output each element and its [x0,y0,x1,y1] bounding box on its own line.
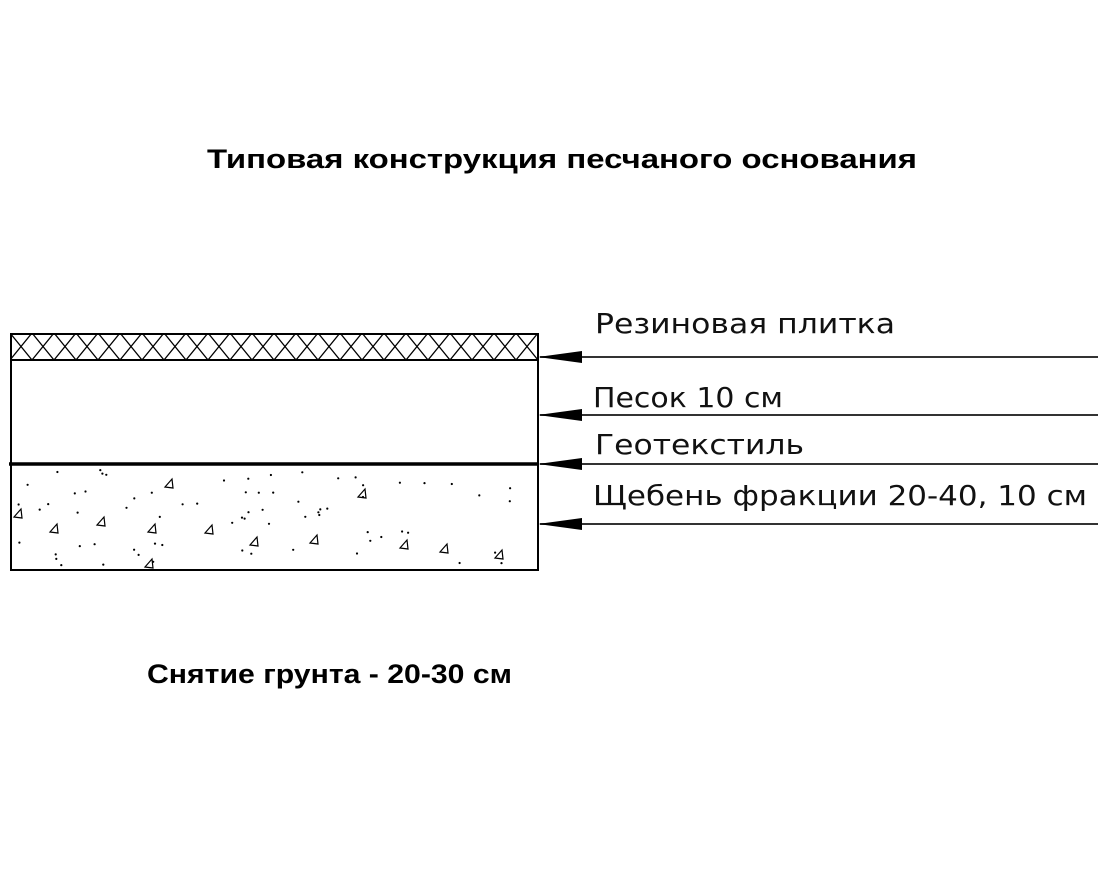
gravel-dot [317,511,320,514]
gravel-dot [150,491,153,494]
gravel-dot [181,503,184,506]
gravel-dot [369,539,372,542]
arrowhead-icon [538,518,582,530]
gravel-dot [407,531,410,534]
gravel-dot [297,500,300,503]
gravel-dot [354,476,357,479]
gravel-stone [143,557,154,569]
gravel-dot [38,508,41,511]
gravel-dot [500,562,503,565]
gravel-dot [76,511,79,514]
gravel-dot [269,473,272,477]
gravel-layer [12,469,512,569]
gravel-dot [272,491,275,494]
layer-label-geotextile: Геотекстиль [595,428,804,461]
gravel-dot [509,487,512,490]
gravel-stone [95,515,106,527]
gravel-dot [380,535,383,539]
gravel-dot [366,531,369,534]
gravel-stone [248,535,259,547]
gravel-dot [362,484,365,487]
gravel-dot [292,548,295,551]
gravel-stone [356,487,367,499]
section-drawing [9,333,539,571]
gravel-dot [93,543,96,546]
gravel-dot [318,513,321,517]
layer-label-sand: Песок 10 см [593,381,783,414]
gravel-dot [240,516,244,519]
gravel-dot [161,543,164,547]
gravel-dot [153,542,157,545]
gravel-stone [398,538,409,550]
gravel-dot [60,564,63,567]
gravel-stone [308,533,319,545]
diagram-title: Типовая конструкция песчаного основания [207,144,917,174]
gravel-dot [158,515,161,519]
gravel-dot [196,502,199,505]
gravel-stone [163,477,174,489]
gravel-dot [478,494,481,497]
gravel-dot [267,522,271,525]
gravel-dot [222,479,226,482]
gravel-dot [73,492,76,495]
layer-label-rubber-tile: Резиновая плитка [595,307,895,340]
gravel-dot [508,500,511,503]
gravel-dot [26,483,29,486]
gravel-dot [231,521,234,524]
gravel-dot [423,482,426,485]
gravel-dot [244,491,247,494]
gravel-stone [493,548,504,560]
layer-label-gravel: Щебень фракции 20-40, 10 см [593,479,1087,512]
gravel-dot [401,530,404,533]
gravel-dot [99,469,102,472]
gravel-dot [78,545,81,548]
gravel-dot [257,491,260,494]
arrowhead-icon [538,458,582,470]
gravel-dot [326,507,329,510]
gravel-stone [203,523,214,535]
gravel-dot [247,511,250,514]
gravel-dot [398,481,401,484]
soil-removal-note: Снятие грунта - 20-30 см [147,659,512,689]
gravel-dot [319,508,322,511]
gravel-dot [450,482,453,486]
gravel-dot [105,473,108,476]
gravel-dot [54,553,57,556]
gravel-dot [261,508,264,511]
gravel-dot [84,490,87,493]
gravel-dot [125,506,128,509]
gravel-dot [55,557,58,561]
rubber-tile-layer [11,334,538,360]
gravel-dot [133,497,136,500]
gravel-dot [247,477,250,480]
leader-arrows [538,351,1098,530]
gravel-dot [304,515,307,518]
gravel-dot [133,548,136,551]
gravel-stone [48,522,59,534]
arrowhead-icon [538,409,582,421]
gravel-dot [47,503,50,506]
gravel-dot [337,477,340,480]
gravel-dot [241,549,244,552]
gravel-dot [137,553,140,557]
section-outline [10,333,539,571]
gravel-dot [101,472,104,475]
gravel-stone [146,522,157,534]
gravel-dot [243,517,246,520]
gravel-dot [301,471,304,474]
gravel-stone [12,507,23,519]
gravel-dot [250,552,253,555]
gravel-dot [17,503,20,506]
gravel-dot [56,470,59,474]
gravel-stone [438,542,449,554]
gravel-dot [458,561,461,565]
gravel-dot [102,563,105,566]
gravel-dot [494,551,497,554]
gravel-dot [355,552,359,555]
arrowhead-icon [538,351,582,363]
gravel-dot [18,541,21,544]
